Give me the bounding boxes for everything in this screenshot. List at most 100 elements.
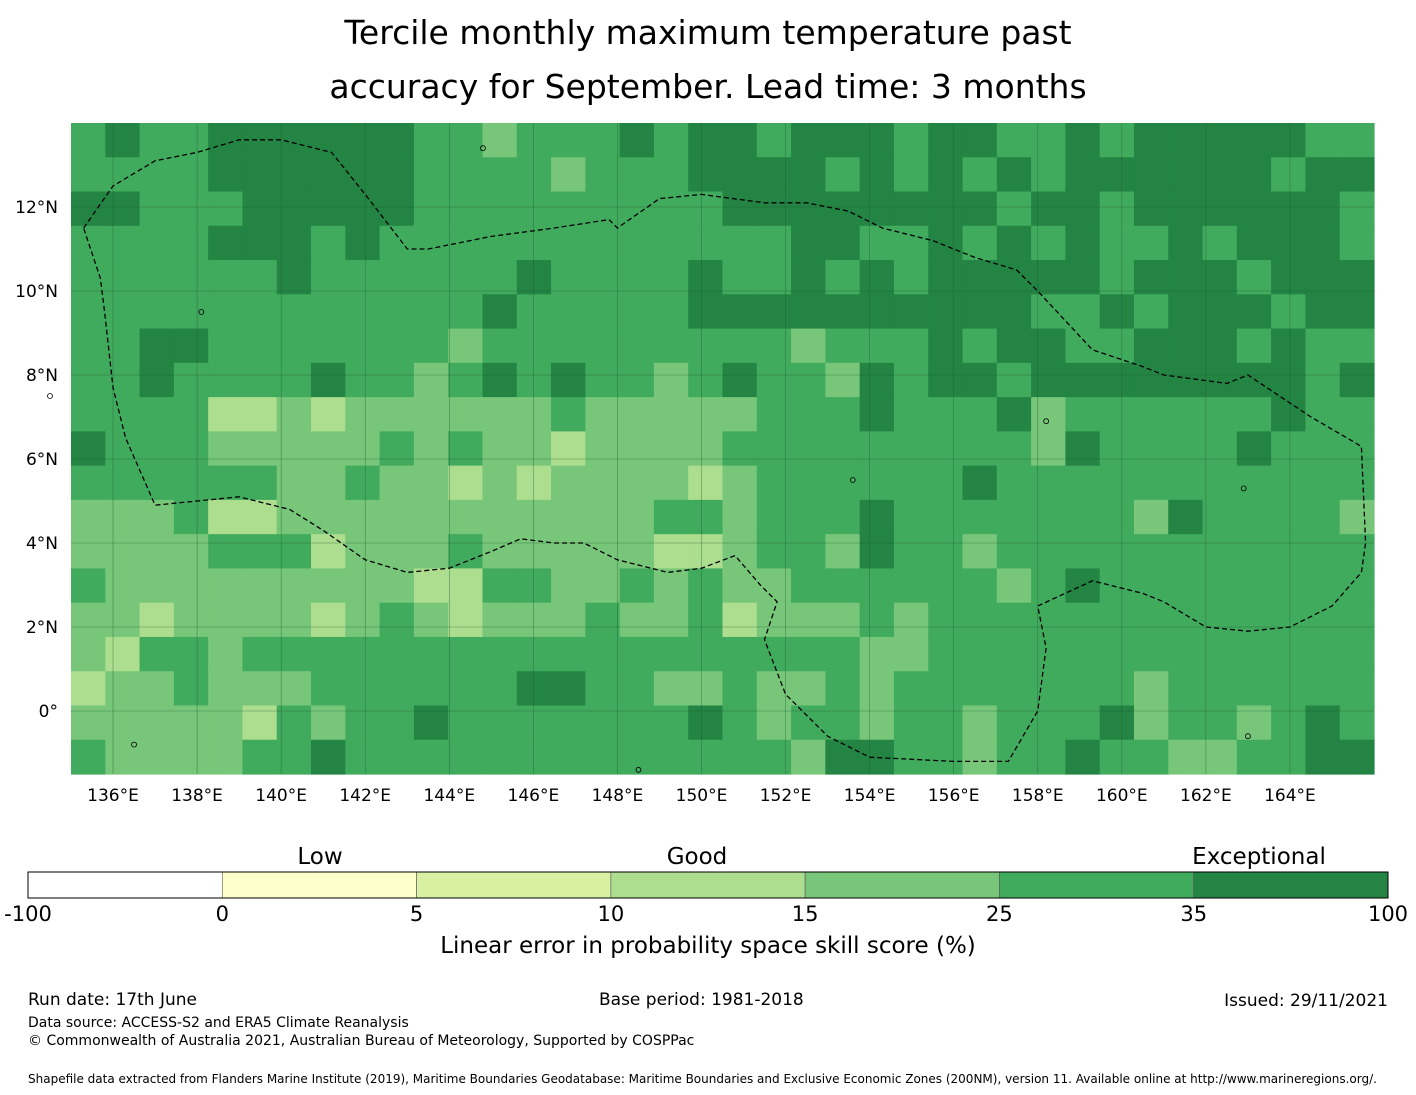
- grid-cell: [482, 294, 518, 330]
- grid-cell: [276, 739, 312, 775]
- grid-cell: [653, 465, 689, 501]
- grid-cell: [756, 499, 792, 535]
- grid-cell: [208, 534, 244, 570]
- grid-cell: [1168, 499, 1204, 535]
- grid-cell: [551, 671, 586, 707]
- grid-cell: [1099, 636, 1135, 672]
- grid-cell: [482, 191, 518, 227]
- colorbar-swatch: [999, 871, 1195, 899]
- grid-cell: [379, 602, 415, 638]
- grid-cell: [825, 671, 861, 707]
- grid-cell: [551, 499, 586, 535]
- grid-cell: [791, 534, 826, 570]
- grid-cell: [756, 397, 792, 432]
- grid-cell: [448, 260, 484, 295]
- grid-cell: [516, 636, 552, 672]
- grid-cell: [791, 465, 826, 501]
- grid-cell: [1031, 260, 1066, 295]
- grid-cell: [379, 465, 415, 501]
- grid-cell: [722, 260, 758, 295]
- latitude-tick-label: 0°: [39, 702, 58, 722]
- colorbar-label: Linear error in probability space skill …: [440, 933, 976, 959]
- grid-cell: [71, 157, 106, 193]
- longitude-tick-label: 156°E: [928, 786, 980, 806]
- grid-cell: [928, 397, 964, 432]
- grid-cell: [139, 671, 175, 707]
- grid-cell: [962, 568, 998, 604]
- grid-cell: [551, 225, 586, 261]
- grid-cell: [71, 465, 106, 501]
- grid-cell: [996, 431, 1032, 467]
- island-outline: [131, 741, 137, 748]
- grid-cell: [1031, 602, 1066, 638]
- latitude-axis: 12°N 10°N 8°N 6°N 4°N 2°N 0°: [15, 198, 58, 722]
- grid-cell: [105, 431, 141, 467]
- grid-cell: [1168, 397, 1204, 432]
- grid-cell: [345, 431, 381, 467]
- grid-cell: [448, 431, 484, 467]
- longitude-axis: 136°E 138°E 140°E 142°E 144°E 146°E 148°E 150°E…: [87, 786, 1316, 806]
- map-title: Tercile monthly maximum temperature past…: [0, 6, 1416, 114]
- grid-cell: [688, 499, 724, 535]
- grid-cell: [208, 431, 244, 467]
- grid-cell: [1271, 602, 1307, 638]
- longitude-tick-label: 136°E: [87, 786, 139, 806]
- grid-cell: [1305, 123, 1341, 158]
- grid-cell: [482, 465, 518, 501]
- grid-cell: [1271, 705, 1307, 741]
- grid-cell: [448, 397, 484, 432]
- grid-cell: [1168, 260, 1204, 295]
- grid-cell: [448, 534, 484, 570]
- grid-cell: [516, 499, 552, 535]
- grid-cell: [653, 397, 689, 432]
- grid-cell: [1099, 260, 1135, 295]
- grid-cell: [791, 499, 826, 535]
- grid-cell: [688, 636, 724, 672]
- grid-cell: [551, 705, 586, 741]
- grid-cell: [276, 157, 312, 193]
- grid-cell: [173, 225, 209, 261]
- grid-cell: [791, 123, 826, 158]
- grid-cell: [208, 191, 244, 227]
- grid-cell: [276, 294, 312, 330]
- grid-cell: [859, 705, 895, 741]
- grid-cell: [996, 636, 1032, 672]
- grid-cell: [722, 602, 758, 638]
- grid-cell: [1305, 157, 1341, 193]
- island-outline: [480, 145, 486, 152]
- grid-cell: [345, 260, 381, 295]
- grid-cell: [413, 260, 449, 295]
- grid-cell: [1236, 294, 1272, 330]
- run-date: Run date: 17th June: [28, 990, 197, 1010]
- colorbar-swatch: [27, 871, 223, 899]
- grid-cell: [345, 157, 381, 193]
- grid-cell: [71, 534, 106, 570]
- grid-cell: [173, 260, 209, 295]
- grid-cell: [722, 636, 758, 672]
- grid-cell: [242, 671, 278, 707]
- longitude-tick-label: 144°E: [423, 786, 475, 806]
- grid-cell: [619, 225, 655, 261]
- grid-cell: [105, 328, 141, 364]
- colorbar-tick-label: 100: [1368, 902, 1408, 926]
- copyright: © Commonwealth of Australia 2021, Austra…: [28, 1033, 695, 1049]
- grid-cell: [791, 636, 826, 672]
- grid-cell: [551, 739, 586, 775]
- grid-cell: [71, 123, 106, 158]
- grid-cell: [619, 568, 655, 604]
- grid-cell: [859, 602, 895, 638]
- grid-cell: [551, 636, 586, 672]
- grid-cell: [928, 671, 964, 707]
- grid-cell: [551, 362, 586, 398]
- grid-cell: [688, 602, 724, 638]
- grid-cell: [756, 465, 792, 501]
- grid-cell: [276, 465, 312, 501]
- grid-cell: [139, 602, 175, 638]
- grid-cell: [1339, 397, 1375, 432]
- grid-cell: [311, 499, 346, 535]
- grid-cell: [722, 534, 758, 570]
- grid-cell: [1339, 534, 1375, 570]
- grid-cell: [1065, 705, 1101, 741]
- grid-cell: [173, 465, 209, 501]
- grid-cell: [448, 636, 484, 672]
